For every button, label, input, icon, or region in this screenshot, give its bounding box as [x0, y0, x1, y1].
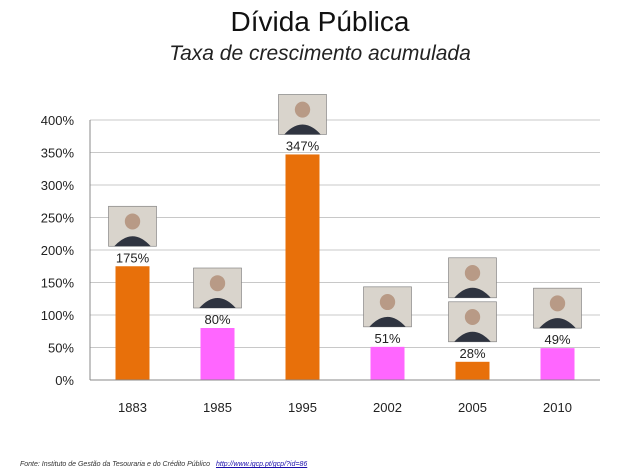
source-link[interactable]: http://www.igcp.pt/gcp/?id=86 [215, 461, 308, 468]
bar-2005 [455, 361, 490, 380]
x-tick-label: 1985 [203, 400, 232, 415]
x-tick-label: 2005 [458, 400, 487, 415]
portrait-photo [448, 257, 497, 299]
y-tick-label: 150% [41, 276, 75, 291]
y-tick-label: 200% [41, 243, 75, 258]
portrait-photo [448, 301, 497, 343]
source-note: Fonte: Instituto de Gestão da Tesouraria… [20, 461, 307, 468]
x-tick-label: 2010 [543, 400, 572, 415]
gridlines [89, 119, 600, 380]
data-label: 175% [116, 250, 150, 265]
data-label: 28% [459, 346, 485, 361]
y-tick-label: 400% [41, 113, 75, 128]
chart-title: Dívida Pública [230, 6, 410, 37]
portrait-photo [533, 287, 582, 329]
y-axis-tick-labels: 0% 50% 100% 150% 200% 250% 300% 350% 400% [41, 113, 75, 388]
x-axis-tick-labels: 1883 1985 1995 2002 2005 2010 [118, 400, 572, 415]
data-label: 51% [374, 331, 400, 346]
portraits [108, 94, 582, 343]
y-tick-label: 100% [41, 308, 75, 323]
bar-2010 [540, 348, 575, 380]
bar-1985 [200, 328, 235, 380]
portrait-photo [108, 205, 157, 247]
data-label: 49% [544, 332, 570, 347]
data-label: 347% [286, 138, 320, 153]
bar-2002 [370, 346, 405, 380]
bars [115, 154, 575, 380]
x-tick-label: 1883 [118, 400, 147, 415]
y-tick-label: 50% [48, 341, 74, 356]
y-tick-label: 350% [41, 146, 75, 161]
x-tick-label: 1995 [288, 400, 317, 415]
portrait-photo [193, 267, 242, 309]
bar-1883 [115, 266, 150, 380]
data-label: 80% [204, 312, 230, 327]
data-labels: 175% 80% 347% 51% 28% 49% [116, 138, 571, 360]
portrait-photo [363, 286, 412, 328]
portrait-photo [278, 94, 327, 135]
source-text: Fonte: Instituto de Gestão da Tesouraria… [20, 461, 211, 468]
x-tick-label: 2002 [373, 400, 402, 415]
y-tick-label: 0% [55, 373, 74, 388]
bar-1995 [285, 154, 320, 380]
y-tick-label: 250% [41, 211, 75, 226]
y-tick-label: 300% [41, 178, 75, 193]
chart-subtitle: Taxa de crescimento acumulada [169, 42, 471, 65]
